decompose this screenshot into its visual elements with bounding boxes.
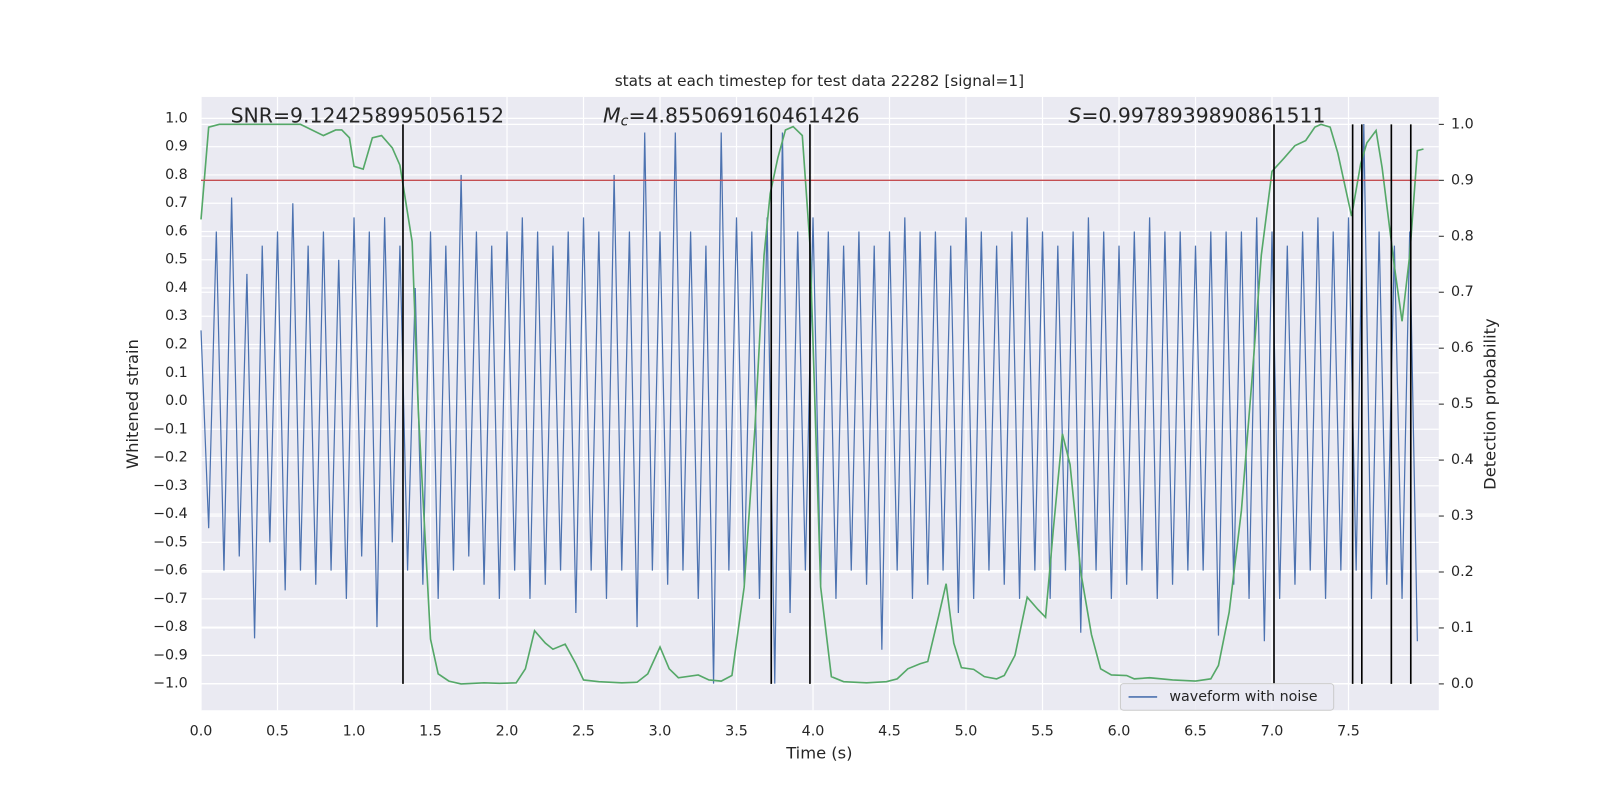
x-tick-label: 3.5	[725, 724, 748, 740]
annotation: Mc=4.855069160461426	[603, 103, 860, 129]
x-tick-label: 4.5	[878, 724, 901, 740]
y-tick-label: −0.4	[153, 506, 188, 522]
x-tick-label: 5.0	[955, 724, 978, 740]
annotation-text: SNR=9.124258995056152	[231, 103, 505, 127]
y-tick-label: 0.3	[165, 308, 188, 324]
y-tick-label: −0.3	[153, 478, 188, 494]
y-tick-label: 0.5	[165, 252, 188, 268]
x-tick-label: 6.5	[1184, 724, 1207, 740]
y-tick-label: −0.6	[153, 563, 188, 579]
x-tick-label: 5.5	[1031, 724, 1054, 740]
y-tick-label: 0.6	[165, 223, 188, 239]
x-tick-label: 4.0	[802, 724, 825, 740]
y2-tick-label: 0.8	[1451, 228, 1474, 244]
annotation: S=0.9978939890861511	[1068, 103, 1325, 127]
x-tick-label: 6.0	[1108, 724, 1131, 740]
y-tick-label: 0.0	[165, 393, 188, 409]
y-tick-label: 0.7	[165, 195, 188, 211]
y2-tick-label: 0.6	[1451, 340, 1474, 356]
y2-axis-label: Detection probability	[1480, 318, 1499, 490]
legend-label: waveform with noise	[1169, 689, 1317, 705]
chart-title: stats at each timestep for test data 222…	[615, 72, 1024, 90]
y-tick-label: −0.5	[153, 534, 188, 550]
y-tick-label: −0.8	[153, 619, 188, 635]
y2-tick-label: 0.5	[1451, 396, 1474, 412]
y-tick-label: −1.0	[153, 676, 188, 692]
y2-tick-label: 0.9	[1451, 172, 1474, 188]
x-tick-label: 2.0	[496, 724, 519, 740]
annotation: SNR=9.124258995056152	[231, 103, 505, 127]
x-tick-label: 3.0	[649, 724, 672, 740]
x-tick-label: 7.5	[1337, 724, 1360, 740]
y2-tick-label: 0.1	[1451, 620, 1474, 636]
x-axis-label: Time (s)	[785, 744, 852, 763]
y-tick-label: −0.7	[153, 591, 188, 607]
y2-tick-label: 0.0	[1451, 676, 1474, 692]
y-axis-label: Whitened strain	[123, 339, 142, 469]
y2-tick-label: 0.2	[1451, 564, 1474, 580]
y-tick-label: 0.4	[165, 280, 188, 296]
annotation-text: =0.9978939890861511	[1081, 103, 1325, 127]
y-tick-label: 1.0	[165, 110, 188, 126]
y2-tick-label: 1.0	[1451, 116, 1474, 132]
y-tick-label: −0.9	[153, 647, 188, 663]
series-line	[200, 123, 1424, 685]
y-tick-label: −0.1	[153, 421, 188, 437]
annotation-symbol: S	[1068, 103, 1081, 127]
y2-tick-label: 0.4	[1451, 452, 1474, 468]
y2-tick-label: 0.3	[1451, 508, 1474, 524]
x-tick-label: 0.0	[190, 724, 213, 740]
annotation-symbol: M	[603, 103, 621, 127]
legend-box	[1119, 683, 1335, 711]
y2-tick-label: 0.7	[1451, 284, 1474, 300]
y-tick-label: 0.1	[165, 365, 188, 381]
x-tick-label: 7.0	[1261, 724, 1284, 740]
y-tick-label: 0.2	[165, 337, 188, 353]
annotation-text: =4.855069160461426	[628, 103, 859, 127]
x-tick-label: 1.5	[419, 724, 442, 740]
annotation-subscript: c	[621, 113, 629, 129]
y-tick-label: −0.2	[153, 450, 188, 466]
x-tick-label: 2.5	[572, 724, 595, 740]
x-tick-label: 0.5	[266, 724, 289, 740]
x-tick-label: 1.0	[343, 724, 366, 740]
y-tick-label: 0.8	[165, 167, 188, 183]
y-tick-label: 0.9	[165, 139, 188, 155]
